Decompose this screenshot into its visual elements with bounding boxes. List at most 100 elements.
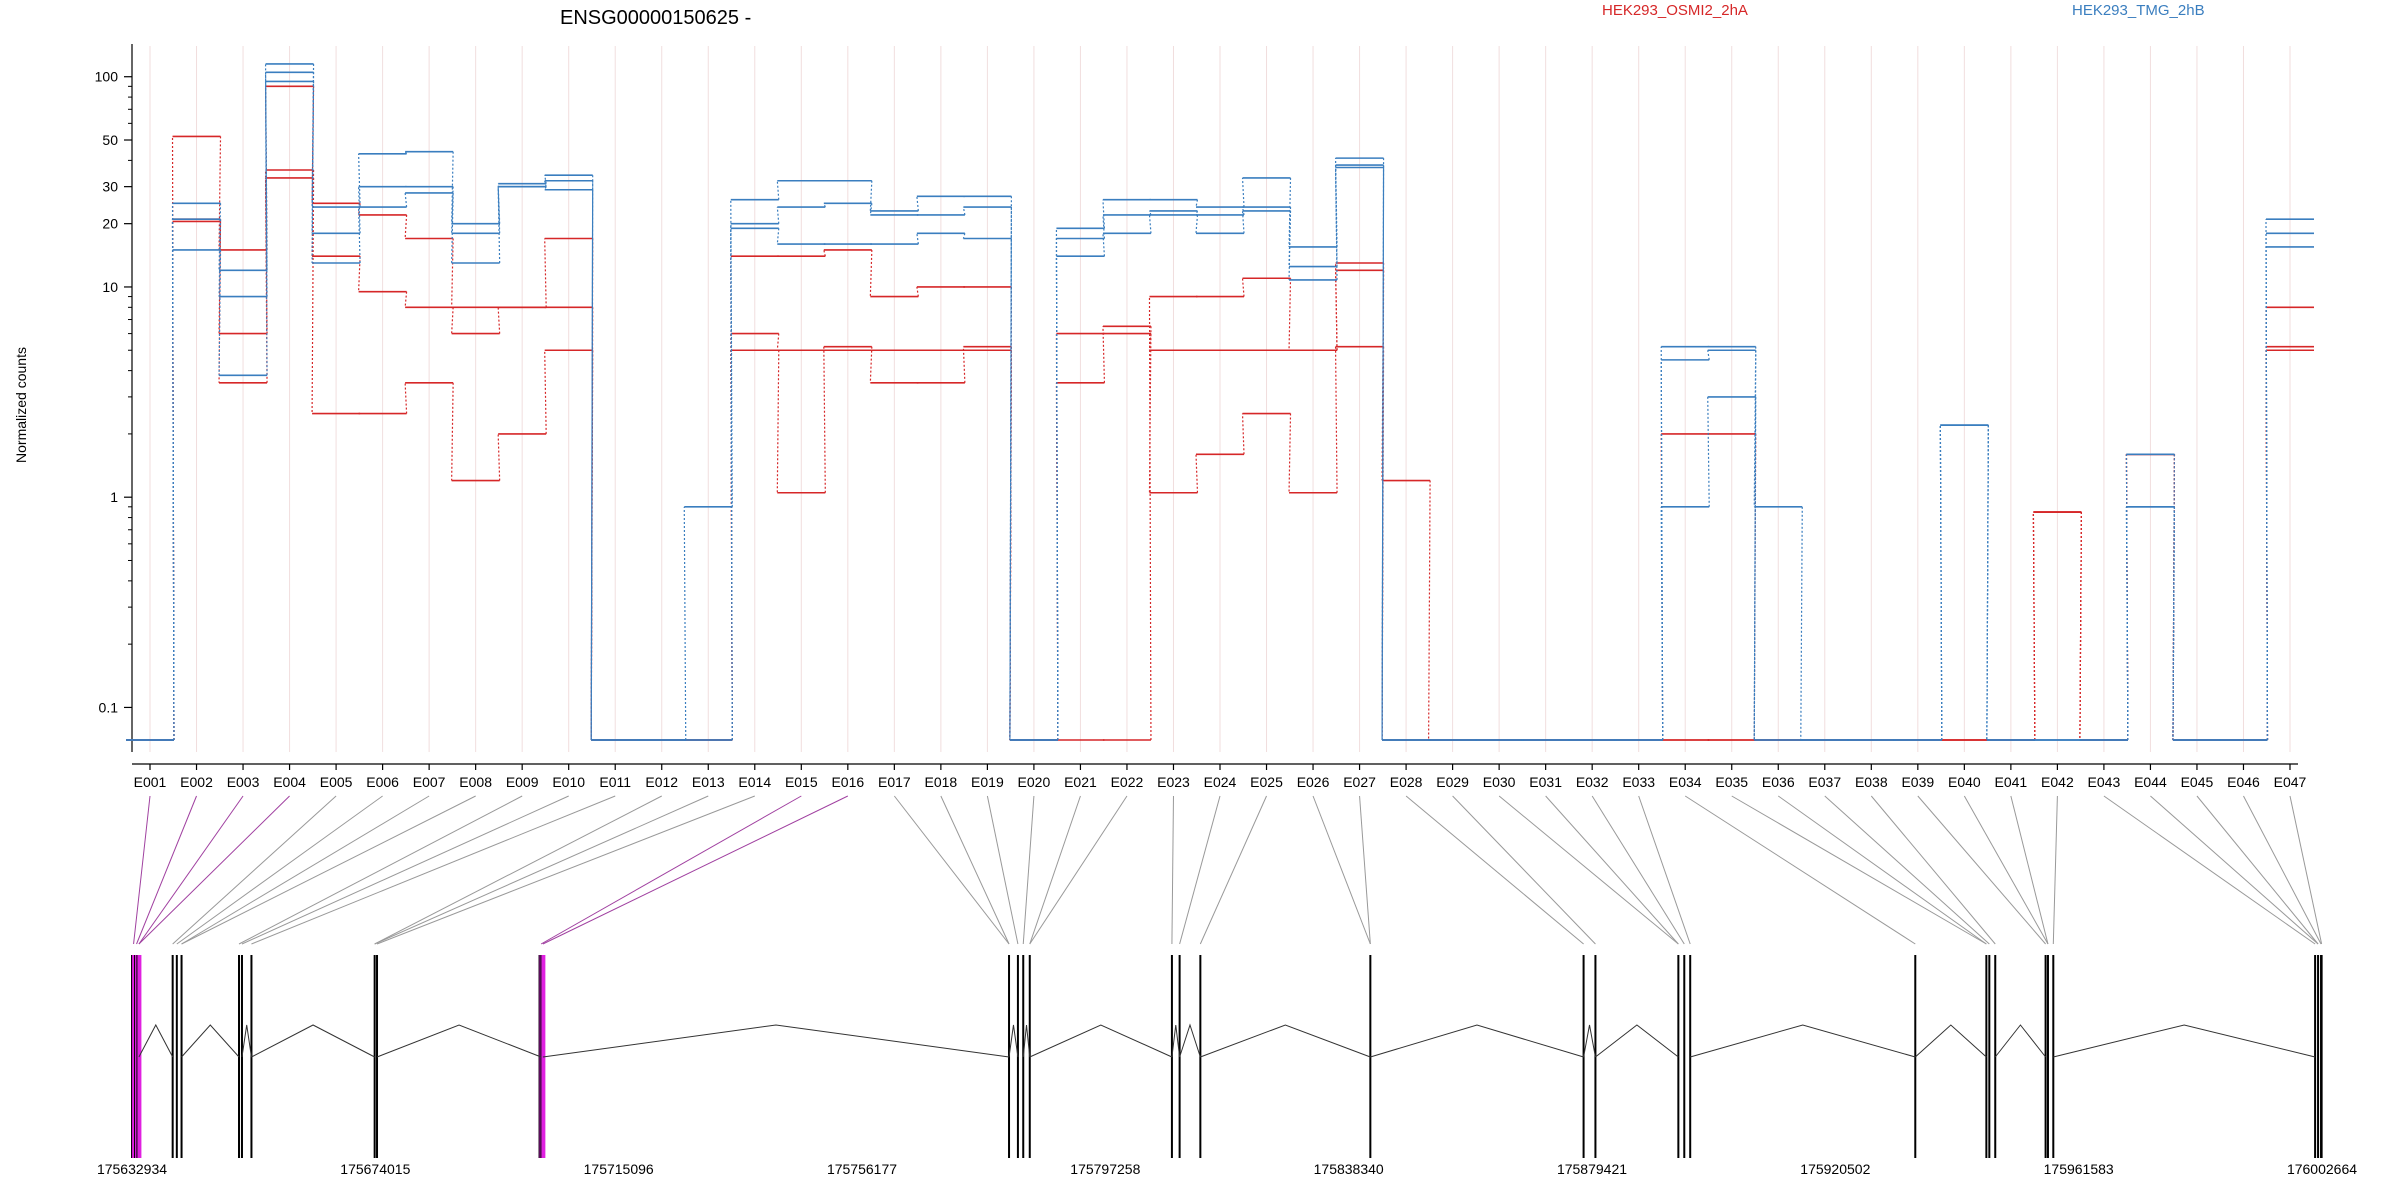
series-connector [1381, 167, 1385, 741]
series-connector [311, 72, 315, 234]
series-connector [544, 175, 547, 184]
x-tick-label: E044 [2134, 774, 2167, 790]
series-connector [1334, 270, 1338, 351]
exon-connector [2010, 795, 2049, 945]
exon-connector [1777, 795, 1987, 945]
series-connector [358, 153, 361, 208]
exon-connector [1179, 795, 1221, 945]
x-tick-label: E019 [971, 774, 1004, 790]
exon-block [175, 955, 178, 1158]
exon-border [131, 955, 133, 1158]
chart-title: ENSG00000150625 - [560, 7, 751, 29]
x-tick-label: E021 [1064, 774, 1097, 790]
series-connector [2172, 506, 2176, 741]
exon-connector [176, 795, 383, 945]
coordinate-label: 175715096 [584, 1161, 654, 1177]
exon-connector [1199, 795, 1267, 945]
x-gridlines [149, 46, 2291, 752]
series-connector [776, 333, 780, 351]
exon-block [1988, 955, 1991, 1158]
series-connector [1055, 238, 1059, 741]
exon-connector [1029, 795, 1081, 945]
series-connector [1707, 350, 1710, 360]
intron-line [1022, 1024, 1031, 1058]
exon-connector [1591, 795, 1685, 945]
x-tick-label: E042 [2041, 774, 2074, 790]
series-connector [1241, 413, 1245, 455]
x-tick-label: E005 [320, 774, 353, 790]
exon-block [2320, 955, 2323, 1158]
x-tick-label: E039 [1901, 774, 1934, 790]
x-tick-label: E008 [459, 774, 492, 790]
intron-line [138, 1023, 174, 1058]
exon-connector [251, 795, 616, 945]
exon-connector [2196, 795, 2319, 945]
series-connector [962, 206, 966, 216]
exon-connector [2289, 795, 2323, 945]
series-connector [1241, 278, 1245, 297]
exon-connector [238, 795, 523, 945]
series-connector [823, 203, 826, 208]
series-connector [1428, 480, 1431, 741]
x-tick-label: E045 [2181, 774, 2214, 790]
x-tick-label: E016 [831, 774, 864, 790]
x-tick-label: E002 [180, 774, 213, 790]
series-connector [2125, 506, 2129, 741]
exon-connector [181, 795, 476, 945]
series-connector [404, 291, 408, 308]
series-connector [730, 228, 733, 741]
intron-line [1994, 1024, 2046, 1058]
series-connector [1195, 199, 1199, 208]
series-connector [1288, 413, 1292, 493]
x-tick-label: E015 [785, 774, 818, 790]
series-connector [1102, 326, 1106, 383]
series-connector [776, 228, 780, 245]
y-tick-label: 100 [95, 69, 119, 85]
y-tick-label: 50 [102, 132, 118, 148]
series-connector [776, 206, 780, 224]
series-connector [1660, 359, 1664, 741]
x-tick-label: E024 [1204, 774, 1237, 790]
intron-line [251, 1024, 375, 1058]
series-connector [451, 382, 454, 481]
exon-connector [2243, 795, 2322, 945]
x-tick-label: E017 [878, 774, 911, 790]
series-connector [544, 180, 547, 187]
intron-line [1595, 1024, 1679, 1058]
x-tick-label: E028 [1390, 774, 1423, 790]
coordinate-label: 176002664 [2287, 1161, 2357, 1177]
series-connector [218, 136, 222, 250]
exon-connector [1452, 795, 1596, 945]
series-connector [1009, 238, 1012, 741]
x-tick-label: E046 [2227, 774, 2260, 790]
series-connector [2125, 454, 2129, 741]
x-tick-label: E040 [1948, 774, 1981, 790]
exon-connector [133, 795, 151, 945]
x-tick-label: E047 [2274, 774, 2307, 790]
series-connector [916, 286, 919, 297]
series-connector [1195, 214, 1199, 234]
coordinate-label: 175879421 [1557, 1161, 1627, 1177]
exon-connector [376, 795, 755, 945]
x-tick-label: E035 [1715, 774, 1748, 790]
series-connector [823, 346, 826, 493]
series-connector [1148, 333, 1152, 351]
x-tick-label: E043 [2088, 774, 2121, 790]
exon-connector [940, 795, 1010, 945]
series-connector [1660, 506, 1664, 741]
exon-connector [181, 795, 430, 945]
series-connector [1753, 396, 1757, 741]
x-tick-label: E003 [227, 774, 260, 790]
series-connector [1055, 256, 1059, 741]
exon-connector [1498, 795, 1679, 945]
intron-line [181, 1024, 240, 1058]
exon-connector [2052, 795, 2058, 945]
coordinate-label: 175756177 [827, 1161, 897, 1177]
series-connector [2265, 350, 2269, 741]
exon-connector [893, 795, 1010, 945]
intron-line [1370, 1024, 1584, 1058]
exon-connector [2103, 795, 2316, 945]
exon-connector [1963, 795, 2049, 945]
gene-model [131, 955, 2323, 1158]
series-connector [2125, 454, 2129, 741]
